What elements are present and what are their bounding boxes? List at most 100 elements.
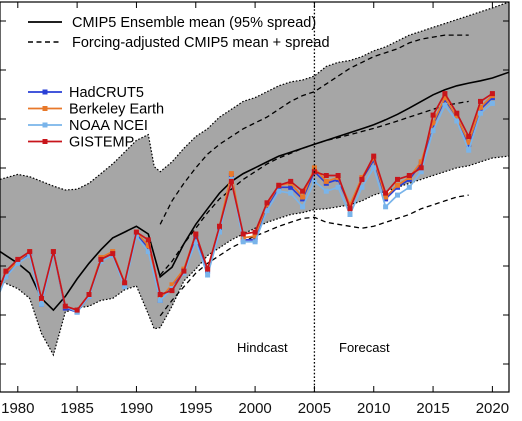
gistemp-point [74,307,80,313]
noaa-ncei-point [300,204,306,210]
gistemp-point [15,256,21,262]
gistemp-point [205,266,211,272]
x-tick-label: 2005 [298,400,331,417]
gistemp-point [122,280,128,286]
noaa-ncei-point [442,102,448,108]
gistemp-point [133,229,139,235]
legend-hadcrut5-label: HadCRUT5 [69,85,144,101]
ensemble-spread-band [0,2,509,355]
gistemp-point [39,295,44,301]
gistemp-point [418,165,424,171]
noaa-ncei-point [252,239,258,245]
legend-noaa-ncei-marker [42,122,48,128]
noaa-ncei-point [371,165,377,171]
noaa-ncei-point [15,260,21,266]
gistemp-point [228,178,234,184]
gistemp-point [442,91,448,97]
noaa-ncei-point [323,188,329,194]
gistemp-point [98,256,104,262]
noaa-ncei-point [27,253,33,258]
gistemp-point [276,182,282,188]
legend-noaa-ncei-label: NOAA NCEI [69,118,148,134]
gistemp-point [86,292,92,297]
x-tick-label: 2020 [476,400,509,417]
legend-berkeley-earth-label: Berkeley Earth [69,102,164,118]
noaa-ncei-point [478,110,483,116]
gistemp-point [406,173,412,178]
series-layer [0,2,509,357]
gistemp-point [62,303,68,309]
x-tick-label: 1990 [120,400,153,417]
gistemp-point [489,91,495,97]
gistemp-point [323,173,329,178]
noaa-ncei-point [489,100,495,106]
noaa-ncei-point [133,233,139,239]
legend-forcing-label: Forcing-adjusted CMIP5 mean + spread [72,35,330,51]
noaa-ncei-point [383,204,389,210]
x-tick-label: 2010 [357,400,390,417]
noaa-ncei-point [240,239,246,245]
berkeley-earth-point [442,95,448,101]
gistemp-point [395,176,400,182]
noaa-ncei-point [406,184,412,190]
hadcrut5-point [193,235,199,241]
gistemp-point [252,229,258,235]
forecast-label: Forecast [339,340,390,355]
ensemble-upper-edge [0,2,509,191]
berkeley-earth-point [323,178,329,184]
gistemp-point [288,178,294,184]
gistemp-point [300,188,306,194]
x-tick-label: 2015 [416,400,449,417]
berkeley-earth-point [383,194,389,200]
berkeley-earth-point [430,120,436,126]
plot-area: Hindcast Forecast 1980 1985 1990 1995 2000 2005… [0,1,510,417]
berkeley-earth-point [145,243,151,249]
noaa-ncei-point [217,229,222,235]
gistemp-point [110,251,116,257]
berkeley-earth-point [347,202,353,208]
noaa-ncei-point [193,239,199,245]
gistemp-point [50,249,56,255]
noaa-ncei-point [122,284,128,290]
noaa-ncei-point [3,274,9,280]
gistemp-point [169,288,175,294]
gistemp-point [240,231,246,237]
noaa-ncei-point [418,169,424,175]
legend-gistemp-label: GISTEMP [69,135,134,151]
noaa-ncei-point [39,301,44,307]
berkeley-earth-point [300,194,306,200]
gistemp-point [359,176,365,182]
ensemble-lower-edge [0,155,509,357]
berkeley-earth-point [169,282,175,288]
gistemp-point [430,112,436,118]
gistemp-point [371,153,377,159]
noaa-ncei-point [145,249,151,255]
forcing-adjusted-lower [159,194,469,317]
noaa-ncei-point [288,190,294,196]
legend-gistemp-marker [42,139,48,144]
noaa-ncei-point [264,208,270,214]
gistemp-point [478,98,483,104]
legend-ensemble-label: CMIP5 Ensemble mean (95% spread) [72,15,316,31]
x-tick-label: 2000 [238,400,271,417]
berkeley-earth-point [252,233,258,239]
berkeley-earth-point [478,104,483,110]
gistemp-point [466,134,472,139]
berkeley-earth-point [418,159,424,165]
gistemp-point [181,268,187,274]
noaa-ncei-point [454,118,460,124]
plot-frame [0,1,510,393]
gistemp-point [157,292,163,297]
noaa-ncei-point [347,212,353,217]
ensemble-mean-line [0,71,509,312]
gistemp-point [454,110,460,116]
noaa-ncei-point [395,192,400,198]
hindcast-label: Hindcast [237,340,288,355]
noaa-ncei-point [205,272,211,278]
noaa-ncei-point [335,184,341,190]
gistemp-point [335,173,341,178]
legend-hadcrut5-marker [42,89,48,95]
hadcrut5-point [288,184,294,190]
gistemp-point [3,268,9,274]
